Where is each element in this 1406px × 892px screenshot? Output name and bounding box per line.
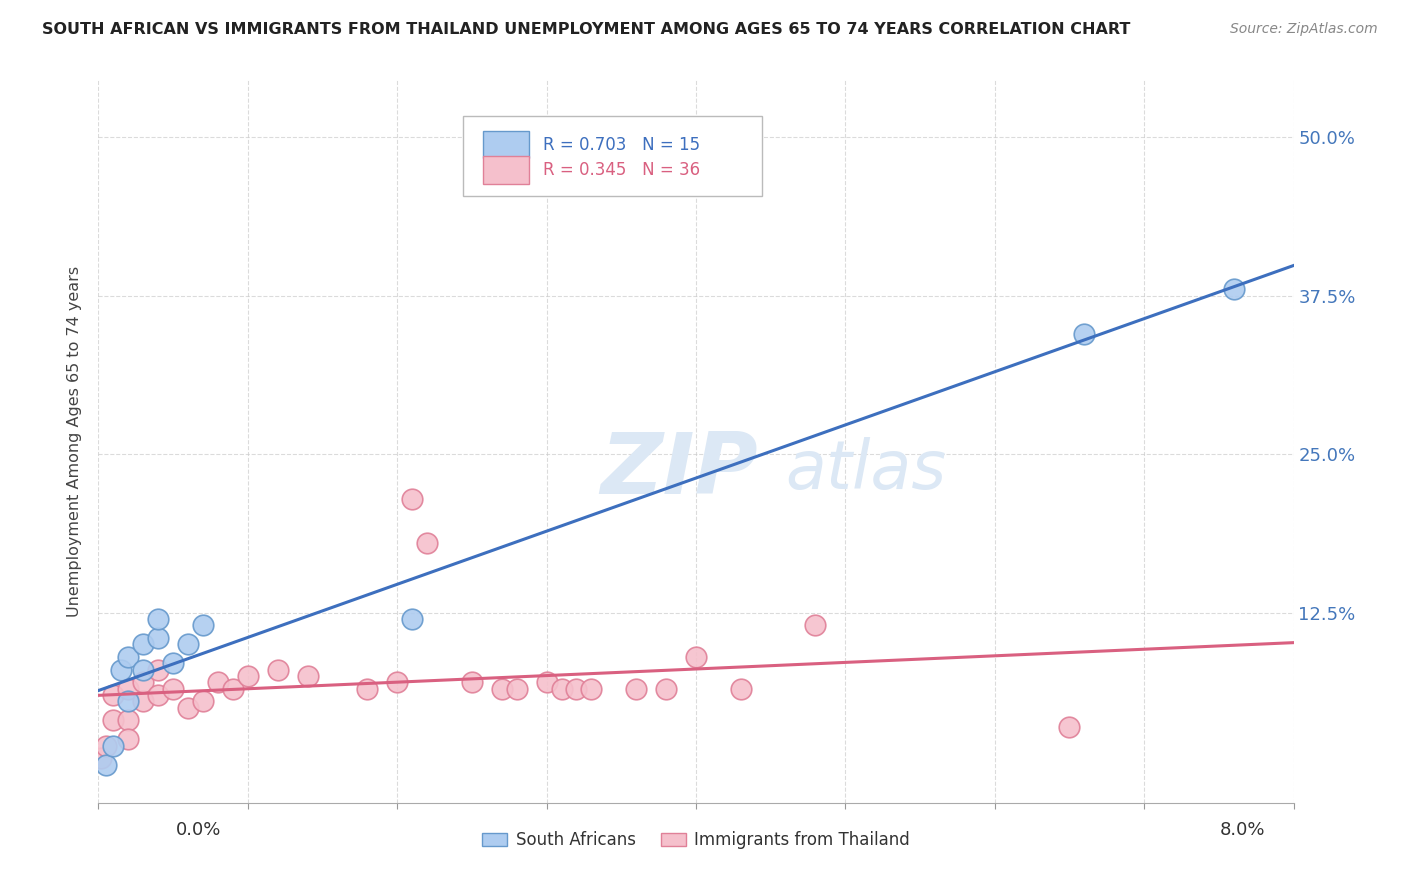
Point bbox=[491, 681, 513, 696]
Point bbox=[506, 681, 529, 696]
FancyBboxPatch shape bbox=[484, 131, 529, 158]
Point bbox=[148, 688, 170, 702]
Point bbox=[117, 681, 139, 696]
Point bbox=[148, 663, 170, 677]
Point bbox=[804, 618, 827, 632]
Point bbox=[90, 751, 112, 765]
Point bbox=[103, 688, 125, 702]
Legend: South Africans, Immigrants from Thailand: South Africans, Immigrants from Thailand bbox=[475, 824, 917, 856]
Point bbox=[162, 681, 184, 696]
Point bbox=[565, 681, 588, 696]
Point bbox=[550, 681, 572, 696]
Point bbox=[655, 681, 678, 696]
Point bbox=[103, 714, 125, 728]
Point bbox=[132, 637, 155, 651]
Point bbox=[1073, 326, 1095, 341]
Point bbox=[401, 491, 423, 506]
Point bbox=[117, 732, 139, 747]
Point bbox=[191, 694, 214, 708]
FancyBboxPatch shape bbox=[463, 117, 762, 196]
Point bbox=[297, 669, 319, 683]
Point bbox=[536, 675, 558, 690]
Point bbox=[177, 700, 200, 714]
Point bbox=[1223, 282, 1246, 296]
Text: ZIP: ZIP bbox=[600, 429, 758, 512]
Point bbox=[132, 675, 155, 690]
Point bbox=[626, 681, 648, 696]
Point bbox=[401, 612, 423, 626]
Point bbox=[148, 631, 170, 645]
Point bbox=[162, 657, 184, 671]
Text: Source: ZipAtlas.com: Source: ZipAtlas.com bbox=[1230, 22, 1378, 37]
Point bbox=[191, 618, 214, 632]
Point bbox=[730, 681, 752, 696]
Text: 8.0%: 8.0% bbox=[1220, 821, 1265, 838]
Point bbox=[177, 637, 200, 651]
FancyBboxPatch shape bbox=[484, 156, 529, 184]
Point bbox=[132, 694, 155, 708]
Point bbox=[148, 612, 170, 626]
Point bbox=[103, 739, 125, 753]
Point bbox=[94, 739, 117, 753]
Point bbox=[132, 663, 155, 677]
Text: atlas: atlas bbox=[786, 437, 946, 503]
Point bbox=[356, 681, 378, 696]
Text: 0.0%: 0.0% bbox=[176, 821, 221, 838]
Point bbox=[117, 714, 139, 728]
Point bbox=[581, 681, 603, 696]
Text: R = 0.345   N = 36: R = 0.345 N = 36 bbox=[543, 161, 700, 179]
Point bbox=[267, 663, 290, 677]
Point bbox=[685, 650, 707, 665]
Text: SOUTH AFRICAN VS IMMIGRANTS FROM THAILAND UNEMPLOYMENT AMONG AGES 65 TO 74 YEARS: SOUTH AFRICAN VS IMMIGRANTS FROM THAILAN… bbox=[42, 22, 1130, 37]
Point bbox=[236, 669, 259, 683]
Point bbox=[461, 675, 484, 690]
Point bbox=[416, 536, 439, 550]
Point bbox=[207, 675, 229, 690]
Point bbox=[117, 694, 139, 708]
Point bbox=[110, 663, 132, 677]
Point bbox=[117, 650, 139, 665]
Text: R = 0.703   N = 15: R = 0.703 N = 15 bbox=[543, 136, 700, 153]
Y-axis label: Unemployment Among Ages 65 to 74 years: Unemployment Among Ages 65 to 74 years bbox=[67, 266, 83, 617]
Point bbox=[385, 675, 409, 690]
Point bbox=[94, 757, 117, 772]
Point bbox=[1059, 720, 1081, 734]
Point bbox=[222, 681, 245, 696]
